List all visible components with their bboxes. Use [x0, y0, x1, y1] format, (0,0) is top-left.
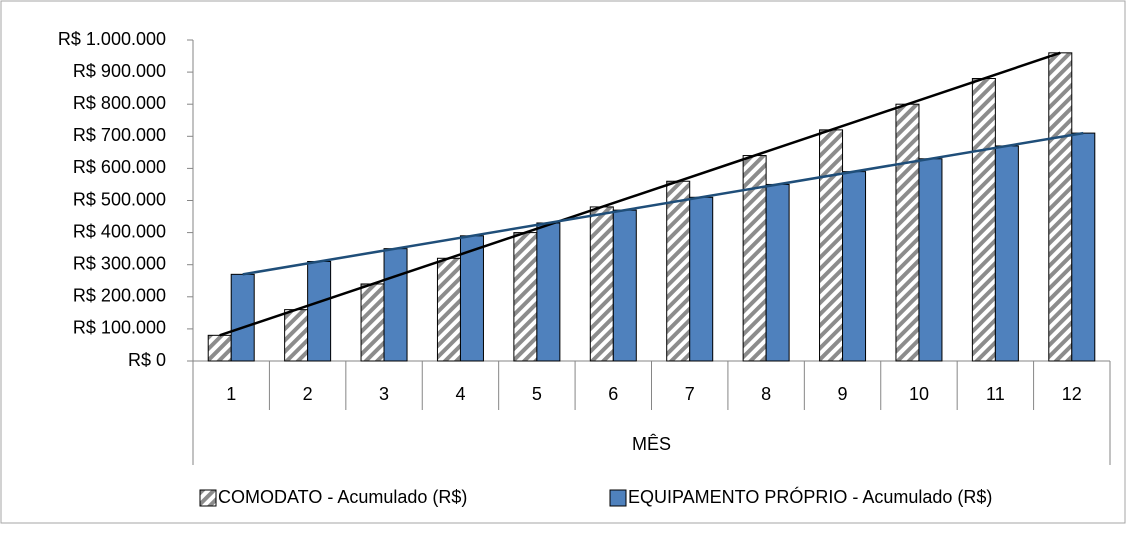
bar: [536, 222, 561, 362]
x-tick-label: 4: [455, 384, 465, 404]
x-tick-label: 10: [909, 384, 929, 404]
bar: [819, 129, 844, 362]
x-axis-label: MÊS: [632, 434, 671, 454]
bar: [895, 103, 920, 362]
x-tick-label: 6: [608, 384, 618, 404]
legend-label: COMODATO - Acumulado (R$): [218, 487, 467, 507]
legend-label: EQUIPAMENTO PRÓPRIO - Acumulado (R$): [628, 486, 992, 507]
y-tick-label: R$ 700.000: [73, 125, 166, 145]
chart-border: [0, 0, 1126, 524]
y-tick-label: R$ 200.000: [73, 286, 166, 306]
bar: [994, 145, 1019, 362]
y-tick-label: R$ 300.000: [73, 253, 166, 273]
y-tick-label: R$ 400.000: [73, 221, 166, 241]
bar: [1071, 132, 1096, 362]
bar: [230, 273, 255, 362]
bar: [513, 232, 538, 362]
bar: [589, 206, 614, 362]
x-tick-label: 8: [761, 384, 771, 404]
x-tick-label: 12: [1062, 384, 1082, 404]
bar: [459, 235, 484, 362]
x-tick-label: 2: [303, 384, 313, 404]
x-tick-label: 11: [986, 384, 1005, 404]
x-tick-label: 9: [838, 384, 848, 404]
trendline: [219, 51, 1061, 337]
x-tick-label: 1: [226, 384, 236, 404]
y-tick-label: R$ 1.000.000: [58, 29, 166, 49]
bar: [436, 257, 461, 362]
bar: [383, 248, 408, 362]
bar: [765, 183, 790, 362]
bar: [284, 309, 309, 362]
y-tick-label: R$ 0: [128, 350, 166, 370]
bar: [360, 283, 385, 362]
bar: [666, 180, 691, 362]
x-tick-label: 7: [685, 384, 695, 404]
y-tick-label: R$ 100.000: [73, 318, 166, 338]
bar: [971, 78, 996, 362]
bar: [612, 209, 637, 362]
legend-swatch: [199, 489, 217, 507]
bar: [1048, 52, 1073, 362]
y-tick-label: R$ 600.000: [73, 157, 166, 177]
bar: [842, 171, 867, 362]
trendline: [242, 131, 1084, 276]
legend-swatch: [609, 489, 627, 507]
bar: [918, 158, 943, 362]
y-tick-label: R$ 500.000: [73, 189, 166, 209]
x-tick-label: 5: [532, 384, 542, 404]
bar: [307, 260, 332, 362]
x-tick-label: 3: [379, 384, 389, 404]
bar: [207, 334, 232, 362]
y-tick-label: R$ 900.000: [73, 61, 166, 81]
y-tick-label: R$ 800.000: [73, 93, 166, 113]
bar: [689, 196, 714, 362]
